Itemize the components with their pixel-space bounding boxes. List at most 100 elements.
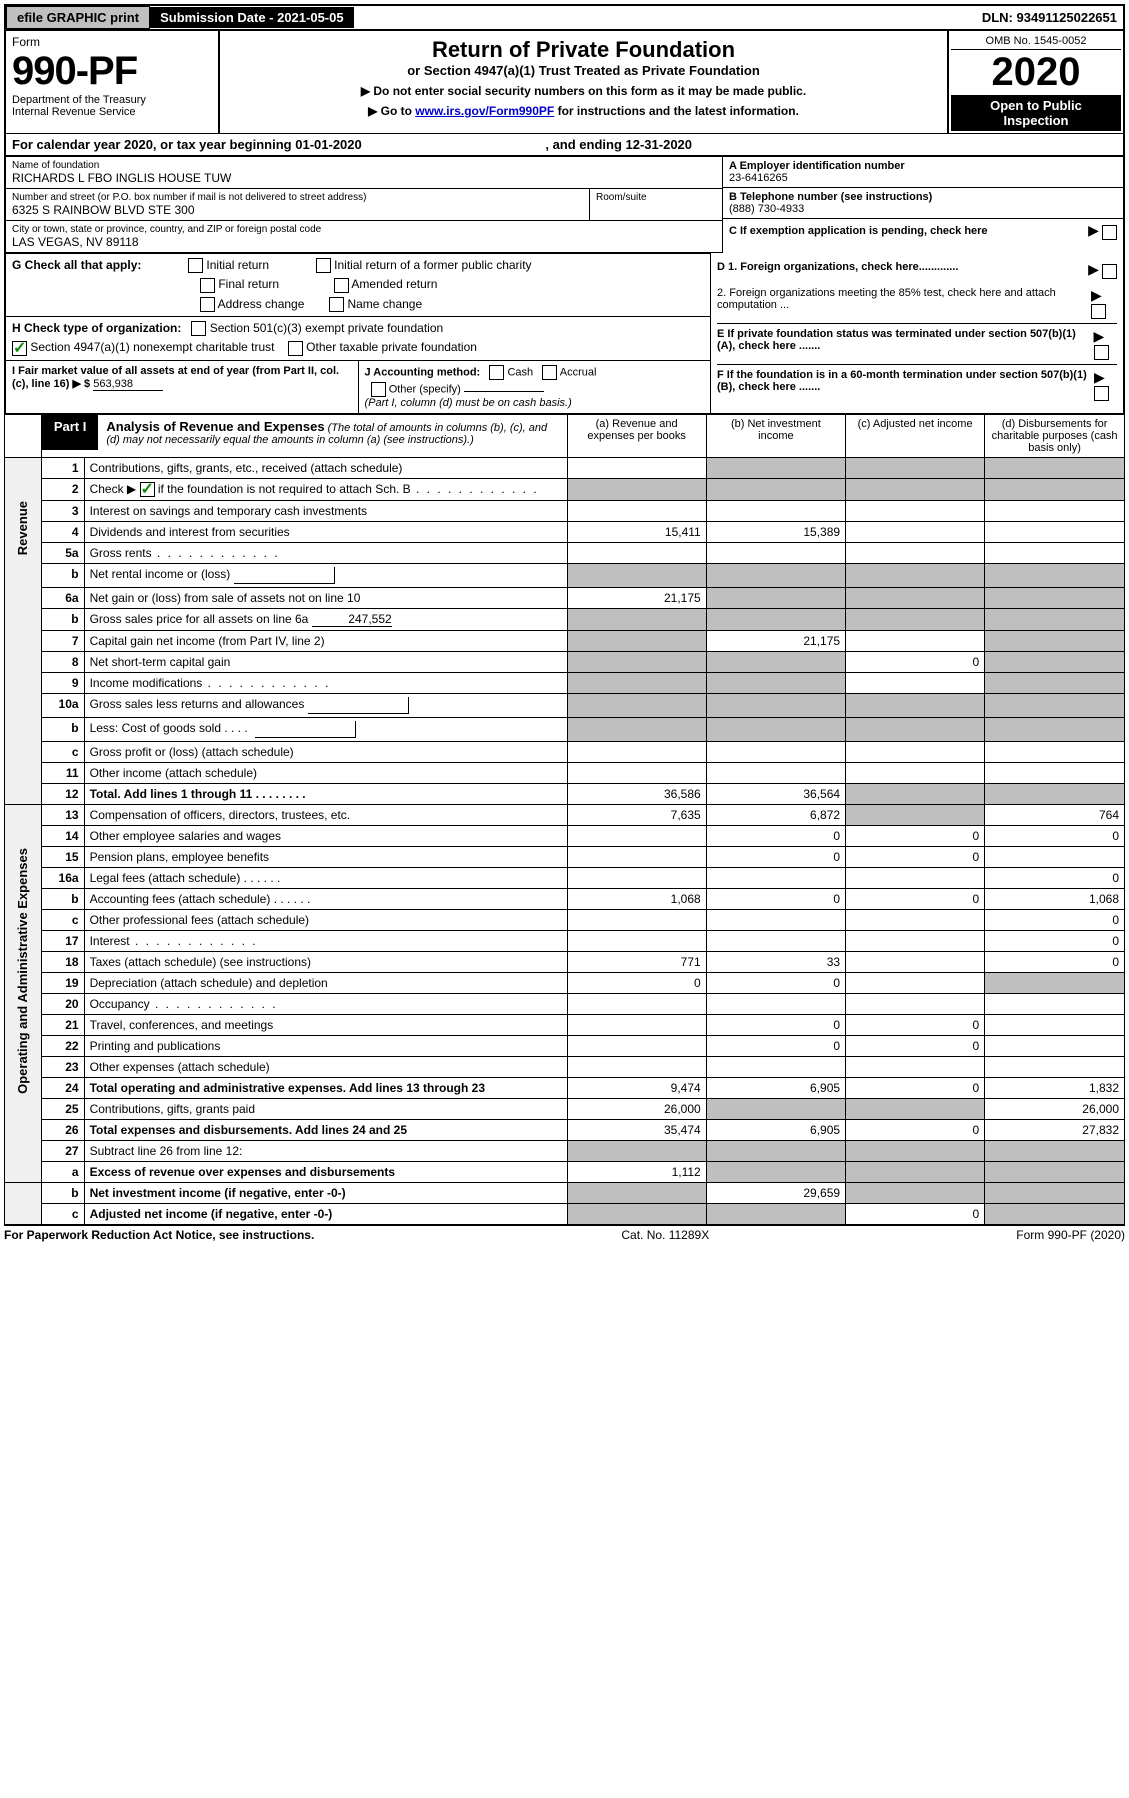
c-checkbox[interactable] <box>1102 225 1117 240</box>
g-opt-3: Amended return <box>351 277 437 291</box>
row-12-desc: Total. Add lines 1 through 11 . . . . . … <box>84 783 567 804</box>
row-16b-a: 1,068 <box>567 888 706 909</box>
j-other-checkbox[interactable] <box>371 382 386 397</box>
row-3-num: 3 <box>41 500 84 521</box>
row-16c-desc: Other professional fees (attach schedule… <box>84 909 567 930</box>
row-2-checkbox[interactable] <box>140 482 155 497</box>
row-17-d: 0 <box>985 930 1125 951</box>
row-1-c <box>846 457 985 478</box>
j-cash-checkbox[interactable] <box>489 365 504 380</box>
j-cash: Cash <box>507 366 533 378</box>
row-5b: b Net rental income or (loss) <box>5 563 1125 587</box>
open-line1: Open to Public <box>951 98 1121 113</box>
row-14: 14 Other employee salaries and wages 0 0… <box>5 825 1125 846</box>
h-opt-2: Section 4947(a)(1) nonexempt charitable … <box>30 340 274 354</box>
g-amended-checkbox[interactable] <box>334 278 349 293</box>
row-15: 15 Pension plans, employee benefits 0 0 <box>5 846 1125 867</box>
j-accrual: Accrual <box>560 366 597 378</box>
footer-right: Form 990-PF (2020) <box>1016 1228 1125 1242</box>
f-checkbox[interactable] <box>1094 386 1109 401</box>
row-24-d: 1,832 <box>985 1077 1125 1098</box>
row-9-num: 9 <box>41 672 84 693</box>
row-15-b: 0 <box>706 846 845 867</box>
row-19-b: 0 <box>706 972 845 993</box>
row-11-num: 11 <box>41 762 84 783</box>
row-2-pre: Check ▶ <box>90 482 140 496</box>
row-16c: c Other professional fees (attach schedu… <box>5 909 1125 930</box>
i-label: I Fair market value of all assets at end… <box>12 365 339 390</box>
row-22-desc: Printing and publications <box>84 1035 567 1056</box>
row-26-num: 26 <box>41 1119 84 1140</box>
row-23-num: 23 <box>41 1056 84 1077</box>
row-16a-d: 0 <box>985 867 1125 888</box>
row-18-a: 771 <box>567 951 706 972</box>
row-8-desc: Net short-term capital gain <box>84 651 567 672</box>
row-14-c: 0 <box>846 825 985 846</box>
row-20: 20 Occupancy <box>5 993 1125 1014</box>
city-state-zip: LAS VEGAS, NV 89118 <box>12 235 716 249</box>
e-checkbox[interactable] <box>1094 345 1109 360</box>
row-10c-desc: Gross profit or (loss) (attach schedule) <box>84 741 567 762</box>
row-20-desc: Occupancy <box>84 993 567 1014</box>
top-bar: efile GRAPHIC print Submission Date - 20… <box>4 4 1125 31</box>
row-24-b: 6,905 <box>706 1077 845 1098</box>
row-18: 18 Taxes (attach schedule) (see instruct… <box>5 951 1125 972</box>
g-initial-return-checkbox[interactable] <box>188 258 203 273</box>
g-name-change-checkbox[interactable] <box>329 297 344 312</box>
row-19: 19 Depreciation (attach schedule) and de… <box>5 972 1125 993</box>
row-18-b: 33 <box>706 951 845 972</box>
row-15-c: 0 <box>846 846 985 867</box>
page-footer: For Paperwork Reduction Act Notice, see … <box>4 1225 1125 1242</box>
phone-label: B Telephone number (see instructions) <box>729 191 1117 203</box>
form-990pf-link[interactable]: www.irs.gov/Form990PF <box>415 104 554 118</box>
row-7: 7 Capital gain net income (from Part IV,… <box>5 630 1125 651</box>
row-6b: b Gross sales price for all assets on li… <box>5 608 1125 630</box>
row-14-d: 0 <box>985 825 1125 846</box>
g-initial-former-checkbox[interactable] <box>316 258 331 273</box>
row-2-num: 2 <box>41 478 84 500</box>
row-10a-desc: Gross sales less returns and allowances <box>84 693 567 717</box>
d-e-f-right: D 1. Foreign organizations, check here..… <box>710 253 1123 413</box>
efile-print-button[interactable]: efile GRAPHIC print <box>6 6 150 29</box>
i-fmv-value: 563,938 <box>93 378 163 391</box>
row-6b-desc: Gross sales price for all assets on line… <box>84 608 567 630</box>
row-2: 2 Check ▶ if the foundation is not requi… <box>5 478 1125 500</box>
row-20-num: 20 <box>41 993 84 1014</box>
ein-value: 23-6416265 <box>729 172 1117 184</box>
d2-checkbox[interactable] <box>1091 304 1106 319</box>
row-16a-num: 16a <box>41 867 84 888</box>
h-section: H Check type of organization: Section 50… <box>6 316 710 360</box>
row-27c-num: c <box>41 1203 84 1224</box>
row-1: Revenue 1 Contributions, gifts, grants, … <box>5 457 1125 478</box>
irs-label: Internal Revenue Service <box>12 106 212 118</box>
h-4947-checkbox[interactable] <box>12 341 27 356</box>
row-27c: c Adjusted net income (if negative, ente… <box>5 1203 1125 1224</box>
row-14-desc: Other employee salaries and wages <box>84 825 567 846</box>
g-final-return-checkbox[interactable] <box>200 278 215 293</box>
row-18-desc: Taxes (attach schedule) (see instruction… <box>84 951 567 972</box>
j-label: J Accounting method: <box>365 366 481 378</box>
i-j-section: I Fair market value of all assets at end… <box>6 360 710 413</box>
row-6a-num: 6a <box>41 587 84 608</box>
j-accrual-checkbox[interactable] <box>542 365 557 380</box>
row-10a: 10a Gross sales less returns and allowan… <box>5 693 1125 717</box>
tax-year: 2020 <box>951 50 1121 95</box>
exemption-pending-cell: C If exemption application is pending, c… <box>723 219 1123 243</box>
row-27c-c: 0 <box>846 1203 985 1224</box>
phone-value: (888) 730-4933 <box>729 203 1117 215</box>
d1-checkbox[interactable] <box>1102 264 1117 279</box>
row-19-a: 0 <box>567 972 706 993</box>
row-6a: 6a Net gain or (loss) from sale of asset… <box>5 587 1125 608</box>
h-501c3-checkbox[interactable] <box>191 321 206 336</box>
street-address: 6325 S RAINBOW BLVD STE 300 <box>12 203 583 217</box>
h-other-checkbox[interactable] <box>288 341 303 356</box>
row-25-num: 25 <box>41 1098 84 1119</box>
row-26-d: 27,832 <box>985 1119 1125 1140</box>
row-5a-desc: Gross rents <box>84 542 567 563</box>
row-13-desc: Compensation of officers, directors, tru… <box>84 804 567 825</box>
city-label: City or town, state or province, country… <box>12 224 716 235</box>
g-address-change-checkbox[interactable] <box>200 297 215 312</box>
row-1-d <box>985 457 1125 478</box>
row-26: 26 Total expenses and disbursements. Add… <box>5 1119 1125 1140</box>
row-8-c: 0 <box>846 651 985 672</box>
